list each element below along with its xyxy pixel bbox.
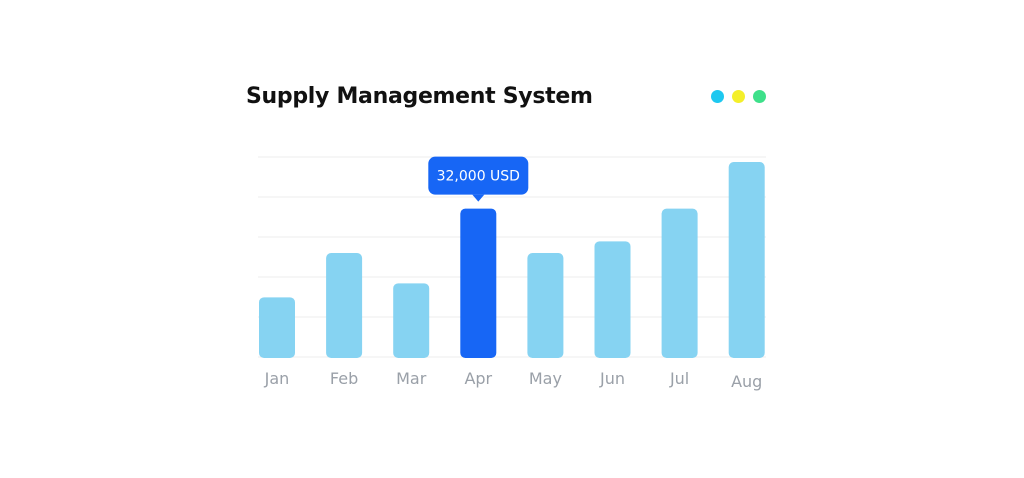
x-tick-label: Apr: [464, 369, 492, 388]
bar-mar[interactable]: [393, 283, 430, 358]
x-tick-label: Feb: [330, 369, 358, 388]
bar-apr[interactable]: [460, 208, 497, 358]
x-tick-label: Aug: [731, 372, 762, 391]
x-tick-label: Mar: [396, 369, 427, 388]
bar-jan[interactable]: [259, 297, 295, 358]
bar-aug[interactable]: [728, 162, 765, 358]
yellow-dot: [732, 90, 745, 103]
bar-jul[interactable]: [661, 208, 698, 358]
tooltip-pointer: [472, 194, 485, 202]
x-tick-label: Jun: [599, 369, 625, 388]
x-tick-label: Jan: [264, 369, 290, 388]
x-tick-label: May: [529, 369, 562, 388]
green-dot: [753, 90, 766, 103]
page-title: Supply Management System: [246, 84, 593, 109]
tooltip-label: 32,000 USD: [437, 169, 520, 185]
blue-dot: [711, 90, 724, 103]
bar-feb[interactable]: [326, 253, 363, 358]
bar-may[interactable]: [527, 253, 564, 358]
tooltip-box: [428, 156, 529, 195]
window-dots: [711, 90, 766, 103]
x-tick-label: Jul: [669, 369, 689, 388]
bar-jun[interactable]: [594, 241, 631, 358]
